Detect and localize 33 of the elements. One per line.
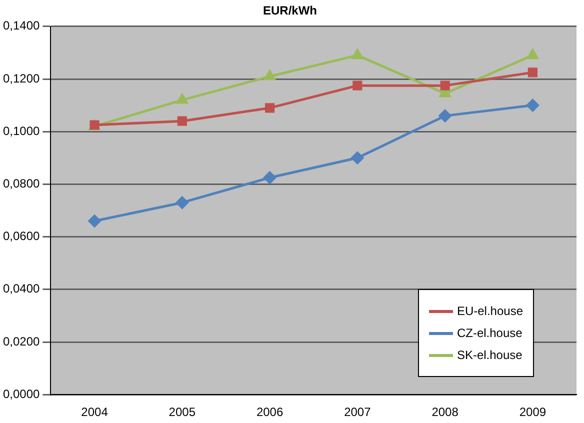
point <box>264 70 276 80</box>
point <box>176 196 188 209</box>
point <box>176 94 188 104</box>
point <box>526 99 539 112</box>
y-tick-label: 0,1000 <box>3 124 40 138</box>
point <box>264 171 276 184</box>
point <box>177 116 187 126</box>
y-tick-label: 0,1200 <box>3 71 40 86</box>
point <box>438 110 452 122</box>
y-tick-label: 0,1400 <box>3 18 40 33</box>
x-tick-label: 2005 <box>168 405 196 420</box>
point <box>265 103 275 113</box>
y-tick-label: 0,0600 <box>3 229 40 244</box>
point <box>352 80 362 90</box>
y-tick-label: 0,0200 <box>3 334 40 348</box>
point <box>440 80 450 90</box>
x-tick-label: 2007 <box>344 405 372 420</box>
x-tick-label: 2004 <box>81 405 108 420</box>
legend-label: CZ-el.house <box>456 326 522 340</box>
y-tick-label: 0,0800 <box>3 176 40 191</box>
point <box>528 68 538 78</box>
x-tick-label: 2006 <box>256 405 284 420</box>
x-tick-label: 2009 <box>519 405 546 420</box>
y-tick-label: 0,0000 <box>3 386 40 401</box>
legend-label: EU-el.house <box>456 304 523 318</box>
y-tick-label: 0,0400 <box>3 282 40 296</box>
point <box>527 49 538 60</box>
point <box>352 49 363 60</box>
legend-label: SK-el.house <box>456 348 522 362</box>
point <box>88 214 101 228</box>
point <box>351 152 364 164</box>
chart-title: EUR/kWh <box>263 4 317 18</box>
x-tick-label: 2008 <box>432 405 459 420</box>
